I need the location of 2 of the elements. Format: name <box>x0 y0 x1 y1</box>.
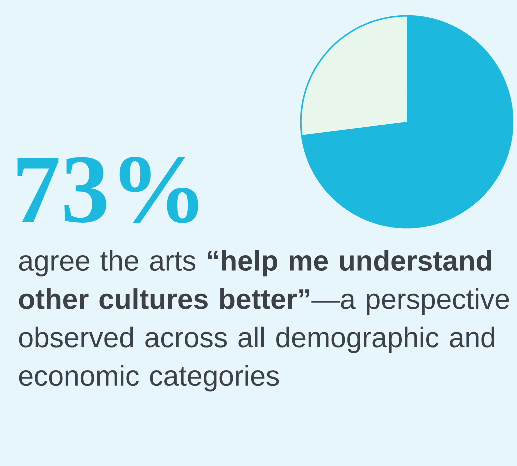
text: 73% <box>18 157 198 224</box>
text: agree the arts “help me understand other cultures better”—a perspective observed across all demographic and economic categories <box>19 250 510 392</box>
